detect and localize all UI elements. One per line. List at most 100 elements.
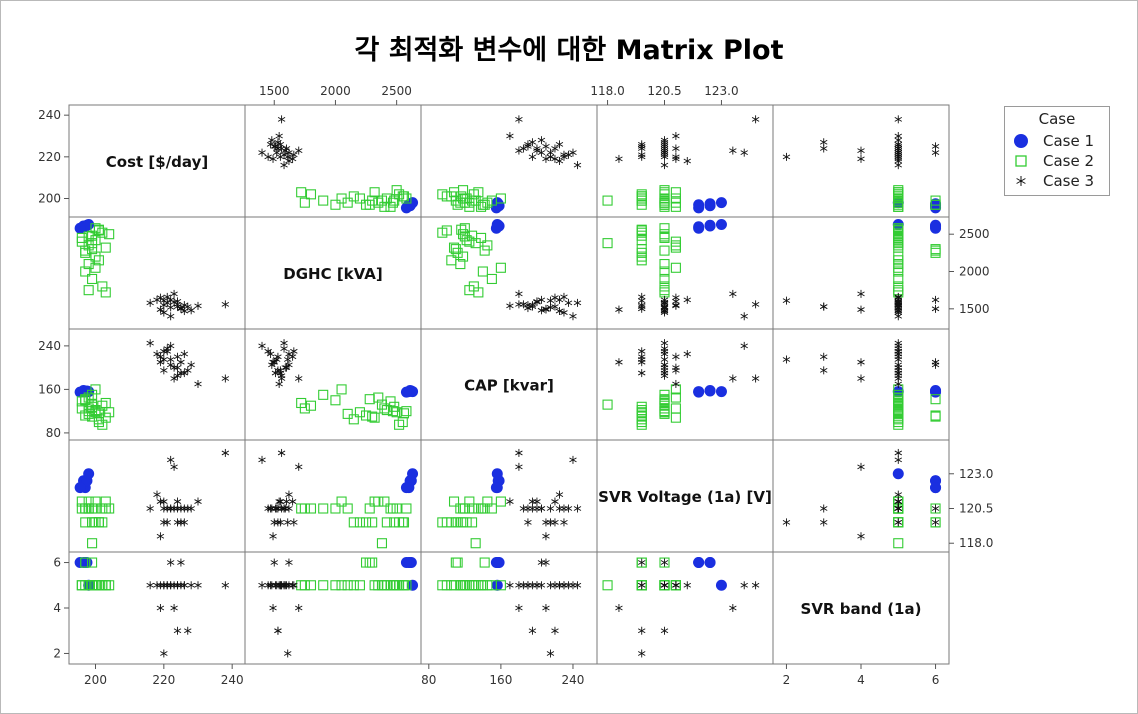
point-case-3 <box>894 161 902 170</box>
point-case-2 <box>369 580 380 591</box>
point-case-2 <box>467 517 478 528</box>
point-case-2 <box>100 580 111 591</box>
point-case-2 <box>437 517 448 528</box>
point-case-2 <box>476 580 487 591</box>
point-case-2 <box>97 419 108 430</box>
point-case-2 <box>83 496 94 507</box>
point-case-2 <box>90 517 101 528</box>
point-case-3 <box>546 581 555 590</box>
point-case-3 <box>615 358 623 367</box>
point-case-3 <box>160 347 168 356</box>
panel-2-3 <box>596 328 774 441</box>
point-case-3 <box>281 363 289 372</box>
point-case-2 <box>373 496 384 507</box>
point-case-1 <box>490 557 502 569</box>
point-case-3 <box>280 581 288 590</box>
point-case-3 <box>295 462 303 471</box>
point-case-2 <box>80 245 91 256</box>
point-case-3 <box>288 154 297 163</box>
point-case-3 <box>751 581 760 590</box>
point-case-2 <box>376 580 388 591</box>
x-tick-label-top-dghc: 1500 <box>259 84 290 98</box>
point-case-3 <box>280 339 288 348</box>
panel-3-2 <box>420 439 598 553</box>
point-case-3 <box>542 142 550 151</box>
point-case-1 <box>693 386 705 398</box>
point-case-3 <box>146 298 154 307</box>
point-case-3 <box>506 301 514 310</box>
legend-item-case-1: Case 1 <box>1013 131 1109 151</box>
point-case-2 <box>354 517 365 528</box>
panel-4-1 <box>244 551 422 665</box>
point-case-3 <box>672 352 680 361</box>
point-case-2 <box>470 538 481 549</box>
point-case-3 <box>274 352 282 361</box>
point-case-3 <box>160 355 168 364</box>
point-case-2 <box>636 247 647 258</box>
point-case-1 <box>407 468 419 480</box>
point-case-2 <box>93 225 104 236</box>
point-case-3 <box>184 504 192 513</box>
point-case-3 <box>615 604 623 612</box>
point-case-3 <box>173 302 182 311</box>
point-case-3 <box>177 358 185 367</box>
point-case-3 <box>170 374 178 383</box>
y-tick-label-cap: 240 <box>38 339 61 353</box>
point-case-1 <box>490 222 502 234</box>
point-case-2 <box>318 503 329 514</box>
point-case-2 <box>659 287 670 298</box>
point-case-3 <box>637 352 646 361</box>
panel-4-2 <box>420 551 598 665</box>
point-case-3 <box>288 497 297 506</box>
point-case-2 <box>296 580 307 591</box>
point-case-1 <box>930 386 942 398</box>
point-case-1 <box>400 557 412 569</box>
point-case-3 <box>820 366 828 375</box>
point-case-3 <box>194 301 202 310</box>
point-case-3 <box>173 497 182 506</box>
point-case-1 <box>715 197 727 209</box>
point-case-3 <box>156 293 165 302</box>
point-case-2 <box>367 411 378 422</box>
point-case-3 <box>268 504 276 513</box>
point-case-2 <box>476 201 487 212</box>
point-case-2 <box>636 401 647 412</box>
point-case-3 <box>173 371 182 380</box>
point-case-2 <box>670 392 681 403</box>
point-case-3 <box>269 532 277 541</box>
point-case-3 <box>288 581 297 590</box>
point-case-3 <box>740 312 748 321</box>
point-case-2 <box>930 517 941 528</box>
point-case-2 <box>367 557 378 568</box>
point-case-1 <box>715 579 727 591</box>
point-case-3 <box>615 305 623 314</box>
point-case-3 <box>751 374 760 383</box>
point-case-3 <box>537 558 546 567</box>
point-case-2 <box>659 223 670 234</box>
point-case-2 <box>90 580 101 591</box>
point-case-3 <box>166 341 175 350</box>
point-case-2 <box>83 392 94 403</box>
point-case-3 <box>551 581 559 590</box>
point-case-2 <box>893 273 904 285</box>
x-tick-label-cost: 200 <box>84 673 107 687</box>
point-case-2 <box>76 232 87 243</box>
panel-1-2 <box>420 216 598 330</box>
point-case-2 <box>659 394 670 405</box>
point-case-3 <box>857 305 865 314</box>
point-case-2 <box>389 401 400 412</box>
point-case-3 <box>660 295 669 304</box>
point-case-2 <box>636 580 647 591</box>
y-tick-label-cost: 200 <box>38 192 61 206</box>
point-case-2 <box>387 503 399 514</box>
point-case-2 <box>330 395 341 406</box>
point-case-2 <box>364 557 375 568</box>
chart-title: 각 최적화 변수에 대한 Matrix Plot <box>354 35 784 66</box>
point-case-2 <box>299 503 310 514</box>
x-tick-label-cap: 240 <box>562 673 585 687</box>
legend-item-case-2: Case 2 <box>1013 151 1109 171</box>
point-case-2 <box>636 224 647 235</box>
point-case-3 <box>173 518 182 527</box>
point-case-3 <box>931 148 940 157</box>
point-case-3 <box>187 360 195 369</box>
